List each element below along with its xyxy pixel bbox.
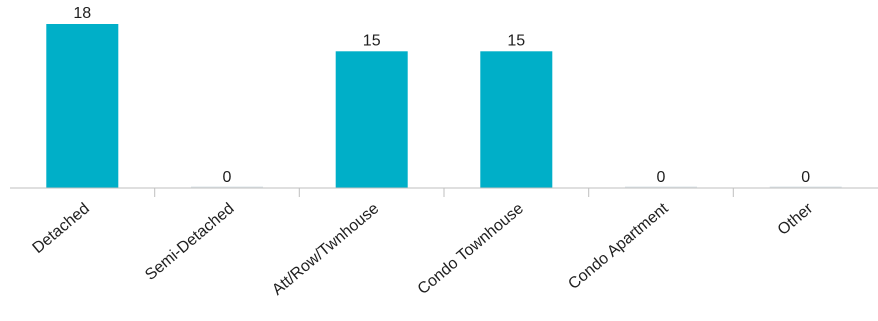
bar-semi-detached [191, 186, 263, 188]
bar-condo-townhouse [480, 51, 553, 188]
data-label: 0 [657, 169, 666, 186]
data-label: 0 [223, 169, 232, 186]
bar-att-row-twnhouse [335, 51, 408, 188]
x-axis-labels-group: Detached Semi-Detached Att/Row/Twnhouse Con… [29, 200, 816, 299]
bar-condo-apartment [625, 186, 697, 188]
data-label: 15 [507, 32, 525, 49]
x-tick-label: Other [775, 200, 817, 239]
bar-other [769, 186, 842, 188]
data-label: 0 [801, 169, 810, 186]
x-tick-label: Condo Apartment [565, 200, 672, 293]
data-labels-group: 18 0 15 15 0 0 [73, 5, 810, 186]
bar-detached [46, 24, 119, 188]
x-tick-label: Detached [29, 200, 92, 257]
x-tick-label: Condo Townhouse [415, 200, 527, 298]
x-axis-ticks-group [154, 188, 734, 197]
bars-group [46, 24, 842, 188]
data-label: 18 [73, 5, 91, 22]
x-tick-label: Semi-Detached [142, 200, 237, 284]
x-tick-label: Att/Row/Twnhouse [269, 200, 382, 299]
data-label: 15 [363, 32, 381, 49]
